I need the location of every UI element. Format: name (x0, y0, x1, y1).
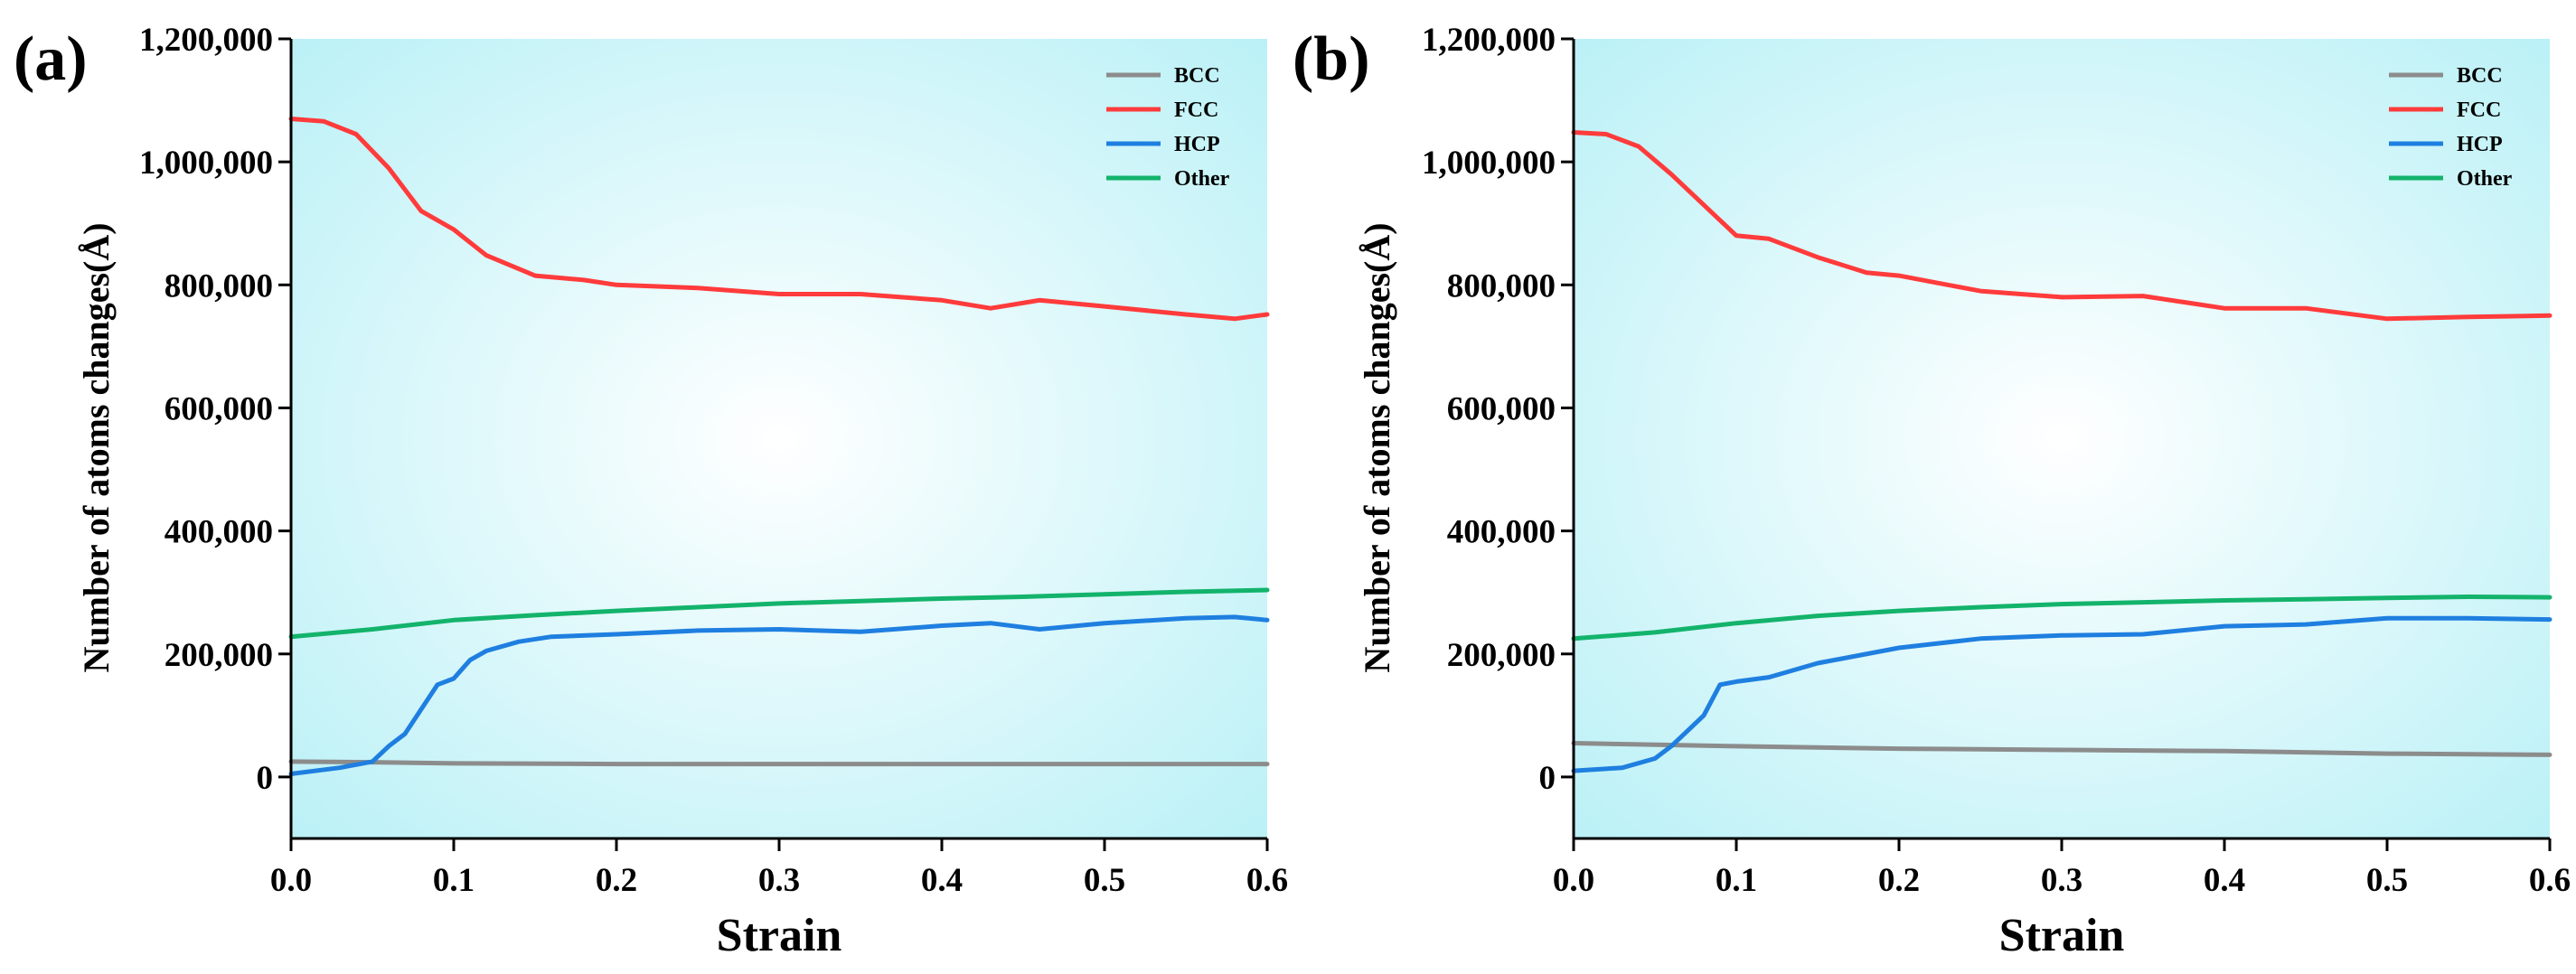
x-axis-title: Strain (1999, 910, 2125, 961)
series-line-hcp (288, 614, 1270, 776)
y-tick-label: 1,200,000 (139, 22, 273, 59)
y-tick-label: 0 (257, 760, 274, 797)
legend-label-bcc: BCC (2457, 64, 2503, 88)
y-tick-label: 1,000,000 (139, 145, 273, 182)
legend-label-fcc: FCC (1174, 98, 1218, 122)
y-tick-label: 200,000 (1447, 637, 1556, 674)
x-axis-title: Strain (717, 910, 842, 961)
legend-label-hcp: HCP (2457, 133, 2503, 156)
x-tick-label: 0.2 (1878, 862, 1920, 899)
y-tick-label: 0 (1539, 760, 1556, 797)
series-line-fcc (1571, 130, 2552, 322)
x-tick-label: 0.5 (1084, 862, 1125, 899)
x-tick-label: 0.0 (1553, 862, 1594, 899)
x-tick-label: 0.1 (1716, 862, 1757, 899)
plot-background (291, 39, 1267, 838)
chart-panel-b: (b) 0 200,000 400,000 600,000 800,000 1,000,00… (1293, 22, 2571, 961)
x-tick-label: 0.6 (1246, 862, 1288, 899)
legend-label-fcc: FCC (2457, 98, 2501, 122)
y-tick-label: 1,200,000 (1422, 22, 1556, 59)
plot-background (1574, 39, 2550, 838)
legend-label-bcc: BCC (1174, 64, 1220, 88)
x-tick-label: 0.4 (2204, 862, 2245, 899)
series-line-other (288, 587, 1270, 640)
x-tick-label: 0.1 (433, 862, 475, 899)
legend-label-other: Other (1174, 167, 1230, 191)
x-tick-label: 0.3 (758, 862, 800, 899)
panel-label: (a) (14, 24, 88, 94)
x-tick-label: 0.5 (2366, 862, 2408, 899)
y-tick-label: 800,000 (165, 267, 273, 304)
series-line-fcc (288, 117, 1270, 322)
y-tick-label: 400,000 (165, 514, 273, 551)
series-line-other (1571, 595, 2552, 642)
legend-label-hcp: HCP (1174, 133, 1220, 156)
y-tick-label: 400,000 (1447, 514, 1556, 551)
y-tick-label: 600,000 (165, 390, 273, 427)
legend: BCC FCC HCP Other (2389, 64, 2513, 191)
legend: BCC FCC HCP Other (1106, 64, 1230, 191)
x-tick-label: 0.0 (270, 862, 312, 899)
x-tick-label: 0.6 (2529, 862, 2571, 899)
y-tick-label: 1,000,000 (1422, 145, 1556, 182)
series-line-bcc (288, 759, 1270, 767)
panel-label: (b) (1293, 24, 1370, 94)
y-axis-title: Number of atoms changes(Å) (76, 222, 117, 672)
series-line-hcp (1571, 615, 2552, 773)
y-tick-label: 200,000 (165, 637, 273, 674)
series-line-bcc (1571, 741, 2552, 757)
x-tick-label: 0.3 (2041, 862, 2082, 899)
x-tick-label: 0.4 (921, 862, 963, 899)
y-tick-label: 600,000 (1447, 390, 1556, 427)
y-axis-title: Number of atoms changes(Å) (1357, 222, 1397, 672)
x-tick-label: 0.2 (596, 862, 637, 899)
legend-label-other: Other (2457, 167, 2513, 191)
y-tick-label: 800,000 (1447, 267, 1556, 304)
chart-panel-a: (a) 0 200,000 400,000 600,000 800,000 1,000,00… (14, 22, 1288, 961)
